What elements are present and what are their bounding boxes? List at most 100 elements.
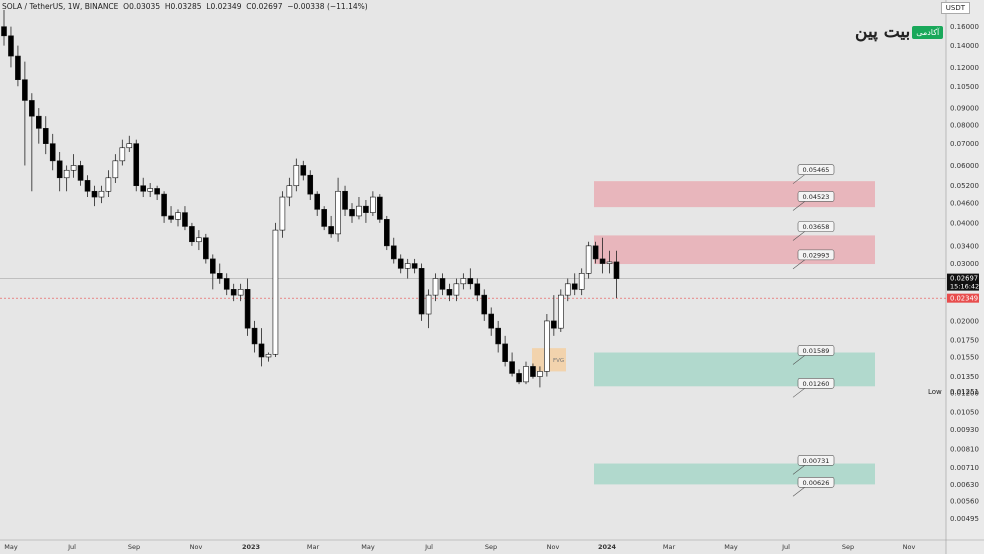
level-box [797, 221, 835, 232]
candle-down [182, 212, 188, 227]
candle-down [551, 320, 557, 329]
candle-up [70, 165, 77, 171]
level-box [797, 164, 835, 175]
candle-up [537, 371, 543, 377]
candle-up [265, 353, 272, 358]
level-label: 0.03658 [803, 223, 830, 231]
candle-down [592, 245, 599, 260]
y-tick-label: 0.00710 [950, 464, 979, 472]
candle-down [390, 245, 397, 260]
y-tick-label: 0.00930 [950, 426, 979, 434]
candle-down [56, 160, 63, 179]
brand-logo: بیت پین آکادمی [855, 22, 944, 42]
candle-up [279, 196, 286, 231]
candle-down [161, 193, 167, 217]
candle-up [119, 147, 126, 162]
candle-down [84, 180, 91, 192]
candle-up [370, 196, 376, 213]
candle-up [335, 190, 341, 235]
x-tick-label: 2024 [598, 543, 617, 551]
candle-down [314, 193, 321, 210]
y-tick-label: 0.01750 [950, 336, 979, 344]
x-tick-label: Mar [663, 543, 676, 551]
candle-up [293, 165, 300, 187]
candle-down [29, 100, 35, 117]
y-tick-label: 0.03400 [950, 242, 979, 250]
candle-up [98, 190, 105, 198]
candle-down [509, 361, 515, 374]
candle-down [342, 190, 348, 210]
level-box [797, 378, 835, 389]
candle-down [397, 258, 404, 269]
candle-up [585, 245, 592, 274]
y-tick-label: 0.00630 [950, 481, 979, 489]
candle-down [571, 283, 578, 290]
low-price-tag [947, 293, 979, 303]
candle-down [216, 273, 223, 279]
candle-down [77, 165, 84, 181]
candle-up [356, 205, 362, 217]
x-tick-label: Mar [307, 543, 320, 551]
candle-down [300, 165, 307, 176]
level-box [797, 476, 835, 488]
currency-label[interactable]: USDT [940, 2, 970, 14]
y-tick-label: 0.01550 [950, 353, 979, 361]
level-box [797, 249, 835, 261]
candle-down [599, 258, 606, 264]
level-label: 0.01589 [803, 347, 830, 355]
candle-up [147, 188, 153, 192]
candle-down [488, 313, 495, 329]
level-label: 0.02993 [803, 251, 830, 259]
y-tick-label: 0.04600 [950, 200, 979, 208]
y-tick-label: 0.04000 [950, 219, 979, 227]
candle-down [383, 219, 390, 247]
low-price-value: 0.02349 [950, 295, 978, 303]
x-tick-label: Jul [67, 543, 76, 551]
candle-down [474, 283, 481, 296]
level-label: 0.00626 [803, 479, 830, 487]
candle-down [530, 366, 536, 377]
candle-up [404, 263, 411, 269]
logo-word: بیت پین [855, 22, 911, 42]
candle-up [564, 283, 571, 296]
level-pointer [792, 258, 807, 270]
candle-up [175, 212, 181, 220]
candle-up [453, 283, 460, 296]
fvg-label: FVG [553, 358, 564, 364]
candle-down [133, 143, 140, 187]
candle-down [258, 343, 265, 358]
candle-down [495, 327, 501, 345]
level-pointer [792, 200, 807, 211]
candle-down [363, 205, 369, 213]
x-tick-label: May [361, 543, 375, 551]
level-box [797, 455, 835, 466]
candle-down [321, 209, 327, 227]
candle-up [126, 143, 133, 149]
x-tick-label: Nov [547, 543, 560, 551]
y-tick-label: 0.06000 [950, 162, 979, 170]
candle-down [223, 278, 230, 290]
y-tick-label: 0.00495 [950, 515, 979, 523]
candle-down [1, 26, 7, 37]
logo-tag: آکادمی [912, 25, 944, 39]
x-tick-label: May [724, 543, 738, 551]
candle-down [49, 143, 56, 162]
candle-down [613, 261, 620, 279]
y-tick-label: 0.01350 [950, 373, 979, 381]
y-tick-label: 0.16000 [950, 23, 979, 31]
level-label: 0.04523 [803, 193, 830, 201]
candle-up [237, 289, 244, 296]
y-tick-label: 0.00560 [950, 498, 979, 506]
x-tick-label: Jul [781, 543, 790, 551]
x-tick-label: Jul [424, 543, 433, 551]
level-pointer [792, 464, 807, 475]
candle-up [460, 278, 467, 285]
level-box [797, 345, 835, 356]
candle-up [63, 169, 70, 179]
candle-down [230, 289, 237, 296]
x-tick-label: Nov [190, 543, 203, 551]
y-tick-label: 0.05200 [950, 182, 979, 190]
y-tick-label: 0.00810 [950, 445, 979, 453]
